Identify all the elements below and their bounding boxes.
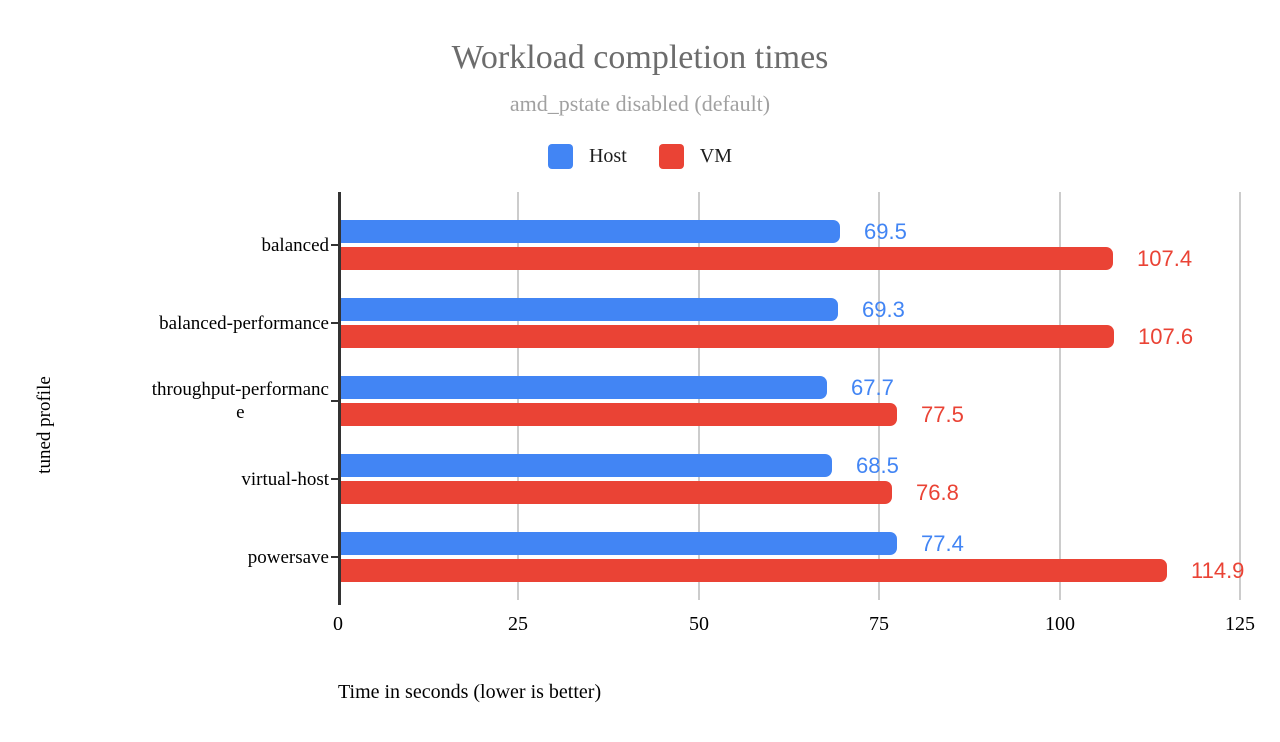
category-label-box: balanced — [79, 206, 329, 284]
category-label-powersave: powersave — [247, 546, 329, 568]
value-label-host-virtual-host: 68.5 — [856, 453, 899, 478]
chart-title: Workload completion times — [451, 39, 829, 76]
bar-host-balanced — [341, 220, 840, 243]
category-label-box: throughput-performanc e — [79, 362, 329, 440]
bar-host-throughput-performance — [341, 376, 827, 399]
value-label-vm-balanced-performance: 107.6 — [1138, 324, 1194, 349]
legend-item-host: Host — [547, 143, 627, 169]
bar-host-balanced-performance — [341, 298, 838, 321]
value-label-vm-balanced: 107.4 — [1137, 246, 1193, 271]
y-axis-tick — [331, 478, 341, 480]
value-label-host-throughput-performance: 67.7 — [851, 375, 894, 400]
legend-swatch-host-icon — [547, 143, 573, 169]
y-axis-tick — [331, 244, 341, 246]
x-tick-label-125: 125 — [1225, 613, 1255, 635]
x-axis-title: Time in seconds (lower is better) — [338, 681, 602, 703]
legend-item-vm: VM — [658, 143, 733, 169]
bar-vm-powersave — [341, 559, 1167, 582]
bar-vm-throughput-performance — [341, 403, 897, 426]
legend-swatch-vm-icon — [658, 143, 684, 169]
value-label-host-balanced-performance: 69.3 — [862, 297, 905, 322]
gridline — [1059, 192, 1061, 600]
bar-vm-balanced-performance — [341, 325, 1114, 348]
value-label-vm-virtual-host: 76.8 — [916, 480, 959, 505]
category-label-balanced-performance: balanced-performance — [159, 312, 329, 334]
gridline — [1239, 192, 1241, 600]
value-label-host-powersave: 77.4 — [921, 531, 964, 556]
chart-subtitle: amd_pstate disabled (default) — [509, 91, 771, 116]
bar-vm-virtual-host — [341, 481, 892, 504]
legend: Host VM — [0, 143, 1280, 169]
category-label-box: virtual-host — [79, 440, 329, 518]
plot-area: balanced 69.5 107.4 balanced-performance 69.… — [152, 192, 1245, 605]
legend-label: Host — [588, 144, 627, 167]
y-axis-title: tuned profile — [34, 376, 55, 474]
x-tick-label-25: 25 — [508, 613, 528, 635]
bar-host-virtual-host — [341, 454, 832, 477]
y-axis-line — [338, 192, 341, 605]
value-label-vm-throughput-performance: 77.5 — [921, 402, 964, 427]
y-axis-tick — [331, 400, 341, 402]
bar-vm-balanced — [341, 247, 1113, 270]
category-label-throughput-performance: throughput-performanc e — [151, 379, 329, 423]
gridline — [878, 192, 880, 600]
x-tick-label-50: 50 — [689, 613, 709, 635]
category-label-box: balanced-performance — [79, 284, 329, 362]
bar-host-powersave — [341, 532, 897, 555]
x-tick-label-0: 0 — [333, 613, 343, 635]
category-label-balanced: balanced — [261, 234, 329, 256]
y-axis-tick — [331, 322, 341, 324]
x-tick-label-100: 100 — [1045, 613, 1075, 635]
value-label-vm-powersave: 114.9 — [1191, 558, 1245, 583]
y-axis-tick — [331, 556, 341, 558]
x-tick-label-75: 75 — [869, 613, 889, 635]
value-label-host-balanced: 69.5 — [864, 219, 907, 244]
category-label-virtual-host: virtual-host — [241, 468, 329, 490]
legend-label: VM — [699, 144, 733, 167]
category-label-box: powersave — [79, 518, 329, 596]
